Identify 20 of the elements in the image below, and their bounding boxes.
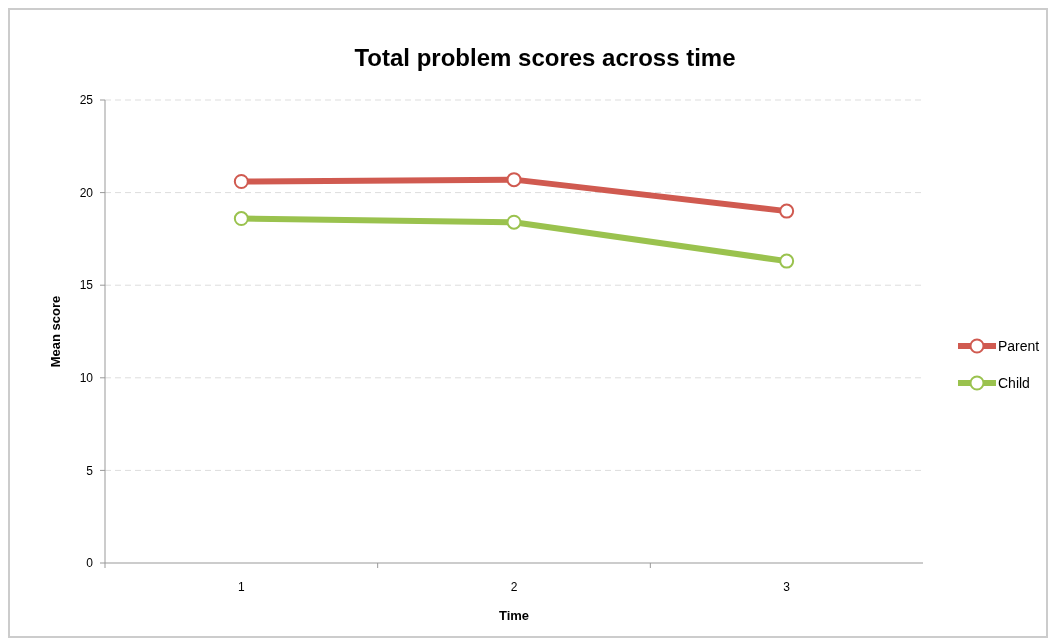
legend-label: Child xyxy=(998,374,1030,391)
x-tick-label: 1 xyxy=(237,580,245,594)
x-tick-label: 2 xyxy=(510,580,518,594)
point xyxy=(506,214,522,230)
point xyxy=(233,173,249,189)
chart-title: Total problem scores across time xyxy=(354,44,736,71)
point xyxy=(506,172,522,188)
y-axis-title: Mean score xyxy=(48,295,63,368)
y-tick-label: 5 xyxy=(86,463,94,478)
y-tick-label: 25 xyxy=(79,93,94,108)
x-tick-label: 3 xyxy=(783,580,791,594)
x-axis-title: Time xyxy=(498,608,530,623)
y-tick-label: 0 xyxy=(86,556,94,571)
y-tick-label: 20 xyxy=(79,185,94,200)
point xyxy=(779,253,795,269)
point xyxy=(233,211,249,227)
y-tick-label: 10 xyxy=(79,371,94,385)
point xyxy=(779,203,795,219)
y-tick-label: 15 xyxy=(79,278,94,293)
legend-label: Parent xyxy=(998,337,1040,354)
